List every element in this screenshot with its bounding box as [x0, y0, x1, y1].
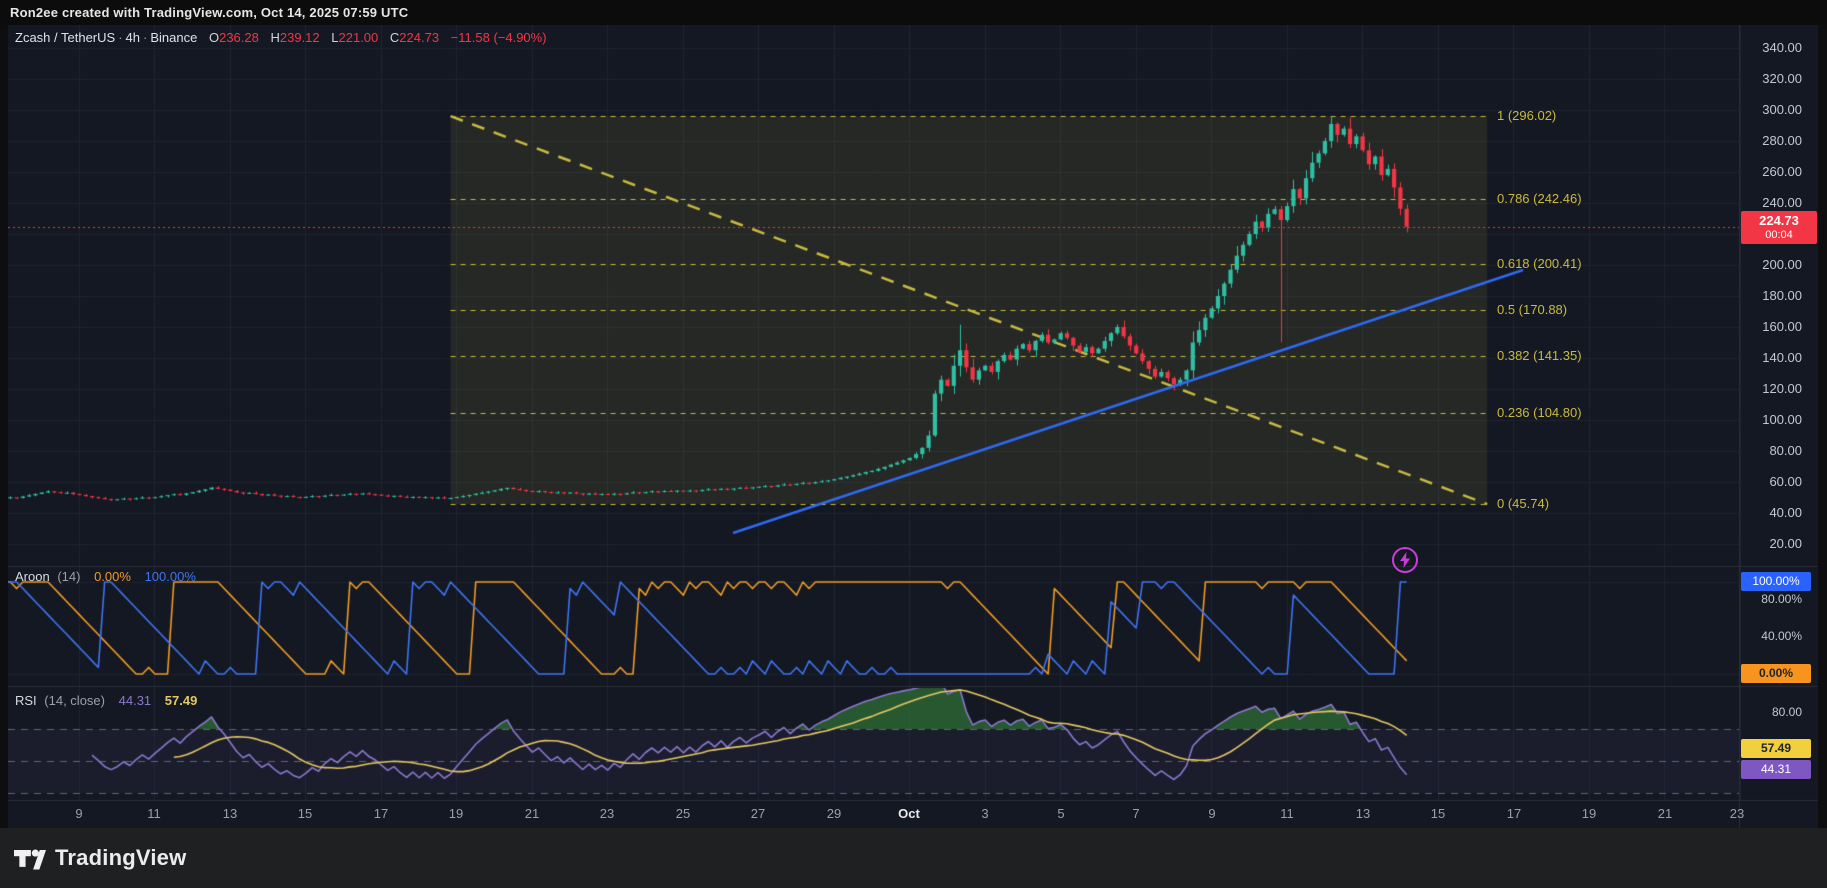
- time-tick: 11: [1280, 806, 1294, 821]
- price-tick: 320.00: [1762, 71, 1802, 86]
- fib-level-label: 0.382 (141.35): [1497, 348, 1582, 363]
- bar-countdown: 00:04: [1765, 229, 1793, 241]
- time-tick: 21: [524, 806, 540, 821]
- price-tick: 140.00: [1762, 350, 1802, 365]
- fib-level-label: 0 (45.74): [1497, 496, 1550, 511]
- time-tick: 7: [1132, 806, 1140, 821]
- price-tick: 180.00: [1762, 288, 1802, 303]
- price-tick: 240.00: [1762, 195, 1802, 210]
- change-value: −11.58 (−4.90%): [450, 30, 547, 45]
- interval-label: 4h: [125, 30, 141, 45]
- current-price-value: 224.73: [1759, 213, 1799, 228]
- rsi-legend[interactable]: RSI (14, close) 44.31 57.49: [15, 693, 197, 708]
- lightning-icon: [1400, 552, 1410, 568]
- high-value: 239.12: [279, 30, 320, 45]
- time-tick: 9: [75, 806, 83, 821]
- time-tick: 21: [1657, 806, 1673, 821]
- price-tick: 20.00: [1769, 536, 1802, 551]
- symbol-legend[interactable]: Zcash / TetherUS · 4h · Binance O236.28 H239…: [15, 30, 547, 45]
- aroon-scale-80: 80.00%: [1761, 592, 1802, 606]
- instant-trade-button[interactable]: [1392, 547, 1418, 573]
- fib-level-label: 0.5 (170.88): [1497, 302, 1568, 317]
- rsi-value-badge: 44.31: [1741, 760, 1811, 779]
- aroon-params: (14): [57, 569, 81, 584]
- time-tick: 27: [750, 806, 766, 821]
- aroon-scale-40: 40.00%: [1761, 629, 1802, 643]
- time-scale[interactable]: 9 11 13 15 17 19 21 23 25 27 29 Oct 3 5 …: [8, 801, 1744, 828]
- rsi-ma-value: 57.49: [164, 693, 198, 708]
- price-tick: 80.00: [1769, 443, 1802, 458]
- high-label: H: [270, 30, 280, 45]
- time-tick: 23: [1729, 806, 1745, 821]
- fib-level-label: 0.786 (242.46): [1497, 191, 1582, 206]
- fib-level-label: 0.236 (104.80): [1497, 405, 1582, 420]
- rsi-value: 44.31: [118, 693, 152, 708]
- time-tick: 3: [981, 806, 989, 821]
- time-tick: 15: [1430, 806, 1446, 821]
- price-tick: 160.00: [1762, 319, 1802, 334]
- time-tick: 25: [675, 806, 691, 821]
- price-tick: 280.00: [1762, 133, 1802, 148]
- price-scale[interactable]: 340.00 320.00 300.00 280.00 260.00 240.0…: [1740, 25, 1818, 800]
- current-price-badge: 224.73 00:04: [1741, 211, 1817, 244]
- open-label: O: [208, 30, 220, 45]
- price-tick: 340.00: [1762, 40, 1802, 55]
- time-tick: 17: [373, 806, 389, 821]
- close-value: 224.73: [399, 30, 440, 45]
- time-tick: 29: [826, 806, 842, 821]
- time-tick: 19: [448, 806, 464, 821]
- rsi-ma-badge: 57.49: [1741, 739, 1811, 758]
- fib-level-label: 0.618 (200.41): [1497, 256, 1582, 271]
- tradingview-logo[interactable]: TradingView: [14, 843, 186, 873]
- price-tick: 60.00: [1769, 474, 1802, 489]
- price-tick: 120.00: [1762, 381, 1802, 396]
- price-tick: 40.00: [1769, 505, 1802, 520]
- aroon-down-badge: 100.00%: [1741, 572, 1811, 591]
- exchange-label: Binance: [150, 30, 198, 45]
- attribution-bar: Ron2ee created with TradingView.com, Oct…: [0, 0, 1827, 25]
- aroon-title: Aroon: [15, 569, 50, 584]
- time-tick: 13: [1355, 806, 1371, 821]
- footer-bar: TradingView: [0, 828, 1827, 888]
- tradingview-icon: [14, 849, 46, 870]
- symbol-name: Zcash / TetherUS: [15, 30, 116, 45]
- legend-separator: ·: [143, 30, 148, 45]
- aroon-up-value: 0.00%: [94, 569, 131, 584]
- time-tick: 11: [147, 806, 161, 821]
- price-tick: 200.00: [1762, 257, 1802, 272]
- fib-level-label: 1 (296.02): [1497, 108, 1557, 123]
- low-label: L: [331, 30, 339, 45]
- aroon-down-value: 100.00%: [144, 569, 196, 584]
- low-value: 221.00: [338, 30, 379, 45]
- time-tick: 13: [222, 806, 238, 821]
- price-tick: 260.00: [1762, 164, 1802, 179]
- aroon-legend[interactable]: Aroon (14) 0.00% 100.00%: [15, 569, 196, 584]
- rsi-params: (14, close): [44, 693, 105, 708]
- price-tick: 300.00: [1762, 102, 1802, 117]
- time-tick: 15: [297, 806, 313, 821]
- time-tick-month: Oct: [898, 806, 920, 821]
- aroon-up-badge: 0.00%: [1741, 664, 1811, 683]
- time-tick: 19: [1581, 806, 1597, 821]
- attribution-text: Ron2ee created with TradingView.com, Oct…: [10, 5, 409, 20]
- rsi-title: RSI: [15, 693, 37, 708]
- chart-canvas[interactable]: [8, 25, 1818, 828]
- chart-widget: Zcash / TetherUS · 4h · Binance O236.28 H239…: [8, 25, 1818, 828]
- legend-separator: ·: [118, 30, 123, 45]
- close-label: C: [389, 30, 400, 45]
- time-tick: 23: [599, 806, 615, 821]
- price-tick: 100.00: [1762, 412, 1802, 427]
- brand-name: TradingView: [55, 845, 187, 870]
- time-tick: 5: [1057, 806, 1065, 821]
- time-tick: 9: [1208, 806, 1216, 821]
- rsi-scale-80: 80.00: [1771, 705, 1802, 719]
- time-tick: 17: [1506, 806, 1522, 821]
- open-value: 236.28: [219, 30, 259, 45]
